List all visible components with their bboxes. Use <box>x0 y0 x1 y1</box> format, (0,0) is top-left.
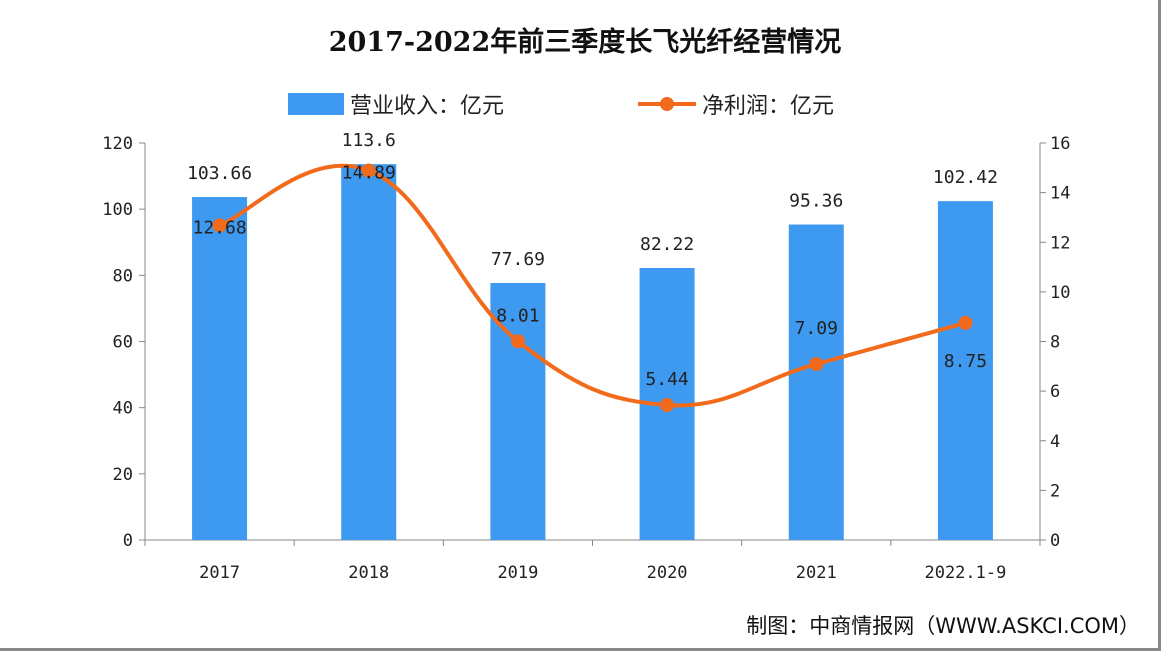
bar-revenue <box>788 224 844 540</box>
bar-data-label: 102.42 <box>933 167 998 188</box>
y-left-tick-label: 20 <box>113 465 133 485</box>
line-point-profit <box>809 357 824 372</box>
y-right-tick-label: 16 <box>1050 134 1070 154</box>
x-tick-label: 2018 <box>348 563 389 583</box>
y-right-tick-label: 12 <box>1050 233 1070 253</box>
y-right-tick-label: 10 <box>1050 283 1070 303</box>
line-point-profit <box>212 218 227 233</box>
x-tick-label: 2022.1-9 <box>924 563 1006 583</box>
legend-label-profit: 净利润：亿元 <box>702 94 835 119</box>
bar-data-label: 103.66 <box>187 163 252 184</box>
bar-revenue <box>341 164 397 540</box>
footer-source: 制图：中商情报网（WWW.ASKCI.COM） <box>746 614 1140 638</box>
legend-label-revenue: 营业收入：亿元 <box>350 94 505 119</box>
x-tick-label: 2019 <box>497 563 538 583</box>
bar-data-label: 77.69 <box>491 249 545 270</box>
chart-title: 2017-2022年前三季度长飞光纤经营情况 <box>328 27 842 58</box>
bar-data-label: 113.6 <box>342 130 396 151</box>
y-right-tick-label: 6 <box>1050 382 1060 402</box>
bar-revenue <box>192 197 248 540</box>
line-profit <box>218 163 966 408</box>
line-point-profit <box>510 334 525 349</box>
line-point-profit <box>660 398 675 413</box>
line-point-profit <box>361 163 376 178</box>
line-data-label: 12.68 <box>192 217 246 238</box>
line-data-label: 14.89 <box>342 163 396 184</box>
legend-profit: 净利润：亿元 <box>638 88 834 120</box>
line-data-label: 8.01 <box>496 305 539 326</box>
y-left-tick-label: 120 <box>102 134 133 154</box>
y-right-tick-label: 14 <box>1050 184 1070 204</box>
y-right-tick-label: 0 <box>1050 531 1060 551</box>
y-left-tick-label: 80 <box>113 266 133 286</box>
y-left-tick-label: 0 <box>123 531 133 551</box>
y-right-tick-label: 4 <box>1050 432 1060 452</box>
y-left-tick-label: 60 <box>113 333 133 353</box>
legend-line-swatch <box>638 93 696 115</box>
bar-revenue <box>937 201 993 540</box>
line-data-label: 5.44 <box>645 369 688 390</box>
x-tick-label: 2021 <box>796 563 837 583</box>
line-point-profit <box>958 315 973 330</box>
line-data-label: 7.09 <box>795 318 838 339</box>
y-left-tick-label: 40 <box>113 399 133 419</box>
legend-bar-swatch <box>288 93 344 115</box>
y-right-tick-label: 8 <box>1050 333 1060 353</box>
bar-data-label: 82.22 <box>640 234 694 255</box>
x-tick-label: 2020 <box>647 563 688 583</box>
y-left-tick-label: 100 <box>102 200 133 220</box>
y-right-tick-label: 2 <box>1050 481 1060 501</box>
legend-revenue: 营业收入：亿元 <box>288 88 504 120</box>
bar-data-label: 95.36 <box>789 191 843 212</box>
line-data-label: 8.75 <box>944 351 987 372</box>
x-tick-label: 2017 <box>199 563 240 583</box>
